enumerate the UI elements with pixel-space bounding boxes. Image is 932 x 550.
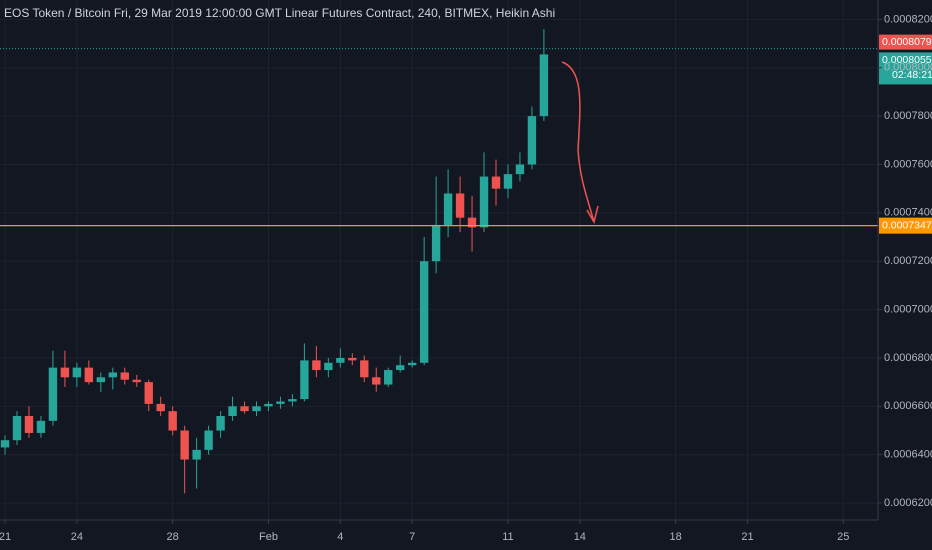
candle-body: [108, 372, 117, 378]
price-label: 0.0008055: [882, 54, 932, 66]
candle-body: [336, 357, 345, 363]
candle-body: [324, 362, 333, 371]
candle-body: [431, 224, 441, 262]
countdown: 02:48:21: [892, 69, 932, 81]
y-tick-label: 0.0006400: [884, 449, 932, 461]
candle-body: [0, 440, 10, 448]
candle-body: [204, 430, 213, 450]
x-tick-label: 21: [741, 531, 753, 543]
y-tick-label: 0.0007600: [884, 158, 932, 170]
x-tick-label: 7: [409, 531, 415, 543]
candle-body: [228, 406, 237, 416]
candle-body: [276, 401, 285, 404]
candle-body: [419, 261, 429, 363]
price-label-box: [879, 217, 932, 234]
candle-body: [144, 382, 153, 404]
x-tick-label: Feb: [259, 531, 278, 543]
candle-body: [503, 174, 513, 189]
candle-body: [467, 217, 477, 228]
y-tick-label: 0.0006800: [884, 352, 932, 364]
y-tick-label: 0.0006200: [884, 497, 932, 509]
candle-body: [527, 116, 537, 165]
x-tick-label: 25: [837, 531, 849, 543]
price-label: 0.0007347: [882, 219, 932, 231]
candle-body: [252, 406, 261, 412]
price-label: 0.0008079: [882, 36, 932, 48]
candle-body: [12, 416, 22, 441]
plot-area: [0, 29, 878, 494]
candle-body: [192, 449, 201, 460]
candle-body: [407, 362, 417, 366]
candle-body: [264, 403, 273, 407]
drawn-arrow: [561, 61, 599, 224]
y-tick-label: 0.0007200: [884, 255, 932, 267]
candle-body: [384, 370, 393, 385]
candle-body: [24, 416, 34, 433]
candle-body: [132, 379, 141, 383]
y-tick-label: 0.0007000: [884, 303, 932, 315]
price-labels: 0.0007347 0.0008079 0.0008055 02:48:21: [879, 34, 932, 234]
candle-body: [300, 360, 309, 400]
x-tick-label: 11: [502, 531, 513, 543]
candle-body: [156, 403, 165, 412]
candle-body: [312, 360, 321, 371]
candle-body: [455, 193, 465, 218]
y-tick-label: 0.0008000: [884, 62, 932, 74]
price-label-box: [879, 34, 932, 50]
candle-body: [348, 357, 357, 361]
candle-body: [360, 360, 369, 378]
y-tick-label: 0.0007800: [884, 110, 932, 122]
candle-body: [60, 367, 70, 378]
chart-title: EOS Token / Bitcoin Fri, 29 Mar 2019 12:…: [4, 6, 555, 20]
candle-body: [72, 367, 82, 378]
candle-body: [48, 367, 58, 421]
y-tick-label: 0.0007400: [884, 207, 932, 219]
candle-body: [84, 367, 94, 383]
candle-body: [396, 365, 405, 371]
candle-body: [168, 411, 177, 431]
candle-body: [36, 420, 46, 433]
price-label-box: [879, 52, 932, 85]
candle-body: [491, 176, 501, 189]
candle-body: [240, 406, 249, 412]
candle-body: [479, 176, 489, 228]
candle-body: [372, 377, 381, 385]
candle-body: [96, 377, 106, 383]
y-tick-label: 0.0006600: [884, 400, 932, 412]
candle-body: [180, 430, 189, 460]
x-tick-label: 14: [574, 531, 586, 543]
candle-body: [216, 416, 225, 431]
x-tick-label: 4: [337, 531, 343, 543]
x-tick-label: 24: [71, 531, 83, 543]
x-tick-label: 28: [167, 531, 179, 543]
candle-body: [539, 54, 549, 117]
candle-body: [443, 193, 453, 225]
candle-body: [120, 372, 129, 380]
x-tick-label: 21: [0, 531, 11, 543]
candle-body: [515, 164, 525, 175]
y-tick-label: 0.0008200: [884, 13, 932, 25]
candle-body: [288, 399, 297, 402]
x-tick-label: 18: [669, 531, 681, 543]
